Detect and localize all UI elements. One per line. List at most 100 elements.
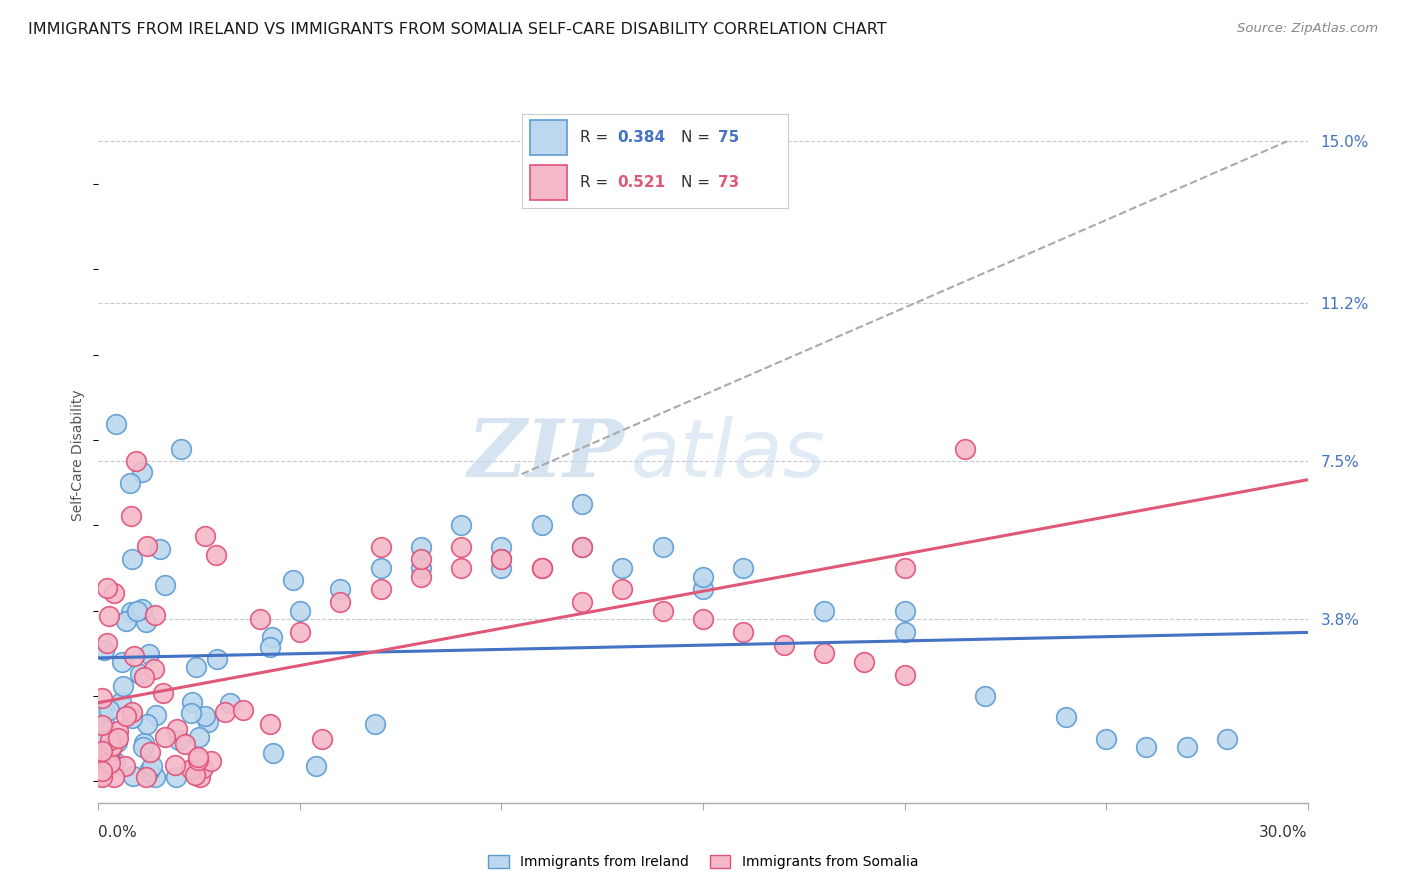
Text: 0.0%: 0.0% <box>98 825 138 840</box>
Point <box>571 540 593 554</box>
Point <box>145 708 167 723</box>
Point <box>120 509 142 524</box>
Point <box>692 582 714 597</box>
Point <box>409 569 432 583</box>
Point <box>135 539 157 553</box>
Point <box>142 662 165 676</box>
Point <box>893 667 915 681</box>
Point <box>131 465 153 479</box>
Point <box>1054 710 1077 724</box>
Point <box>733 625 755 640</box>
Point <box>143 607 166 622</box>
Point <box>813 647 835 661</box>
Point <box>853 655 876 669</box>
Point <box>194 529 217 543</box>
Point <box>91 764 114 778</box>
Point <box>200 755 222 769</box>
Point <box>187 753 209 767</box>
Text: ZIP: ZIP <box>468 417 624 493</box>
Point <box>121 705 143 719</box>
Point <box>974 689 997 703</box>
Point <box>173 737 195 751</box>
Point <box>571 540 593 554</box>
Point <box>121 711 143 725</box>
Point <box>651 604 673 618</box>
Point <box>104 417 127 431</box>
Point <box>530 561 553 575</box>
Point <box>153 730 176 744</box>
Point <box>91 718 114 732</box>
Point <box>491 552 513 566</box>
Point <box>692 569 714 583</box>
Point <box>98 756 121 770</box>
Point <box>165 758 187 772</box>
Point <box>91 690 114 705</box>
Point <box>114 759 136 773</box>
Point <box>953 442 976 456</box>
Point <box>450 518 472 533</box>
Point <box>143 770 166 784</box>
Point <box>93 735 115 749</box>
Point <box>121 605 143 619</box>
Point <box>219 696 242 710</box>
Point <box>733 561 755 575</box>
Point <box>134 736 156 750</box>
Point <box>364 717 387 731</box>
Point <box>110 695 132 709</box>
Point <box>91 706 114 721</box>
Point <box>612 582 634 597</box>
Point <box>112 679 135 693</box>
Point <box>893 604 915 618</box>
Point <box>114 709 136 723</box>
Point <box>114 614 136 628</box>
Point <box>651 540 673 554</box>
Point <box>167 732 190 747</box>
Point <box>249 612 271 626</box>
Point <box>1216 731 1239 746</box>
Point <box>136 717 159 731</box>
Point <box>262 746 284 760</box>
Point <box>571 595 593 609</box>
Point <box>259 716 281 731</box>
Point <box>197 715 219 730</box>
Point <box>141 758 163 772</box>
Point <box>134 615 156 630</box>
Point <box>153 578 176 592</box>
Point <box>692 612 714 626</box>
Point <box>893 625 915 640</box>
Point <box>612 561 634 575</box>
Point <box>530 561 553 575</box>
Point <box>138 764 160 778</box>
Point <box>450 561 472 575</box>
Point <box>491 552 513 566</box>
Point <box>1135 740 1157 755</box>
Point <box>103 585 125 599</box>
Text: Source: ZipAtlas.com: Source: ZipAtlas.com <box>1237 22 1378 36</box>
Point <box>97 703 120 717</box>
Point <box>91 770 114 784</box>
Point <box>96 581 118 595</box>
Point <box>107 723 129 738</box>
Point <box>205 548 228 562</box>
Point <box>96 636 118 650</box>
Point <box>104 755 127 769</box>
Point <box>409 561 432 575</box>
Point <box>370 582 392 597</box>
Point <box>91 744 114 758</box>
Point <box>93 715 115 730</box>
Point <box>305 759 328 773</box>
Text: 30.0%: 30.0% <box>1260 825 1308 840</box>
Y-axis label: Self-Care Disability: Self-Care Disability <box>72 389 86 521</box>
Point <box>134 670 156 684</box>
Text: IMMIGRANTS FROM IRELAND VS IMMIGRANTS FROM SOMALIA SELF-CARE DISABILITY CORRELAT: IMMIGRANTS FROM IRELAND VS IMMIGRANTS FR… <box>28 22 887 37</box>
Point <box>125 604 148 618</box>
Point <box>121 552 143 566</box>
Point <box>122 648 145 663</box>
Point <box>111 655 134 669</box>
Point <box>191 761 214 775</box>
Point <box>232 702 254 716</box>
Point <box>491 561 513 575</box>
Point <box>288 604 311 618</box>
Point <box>893 561 915 575</box>
Point <box>100 739 122 753</box>
